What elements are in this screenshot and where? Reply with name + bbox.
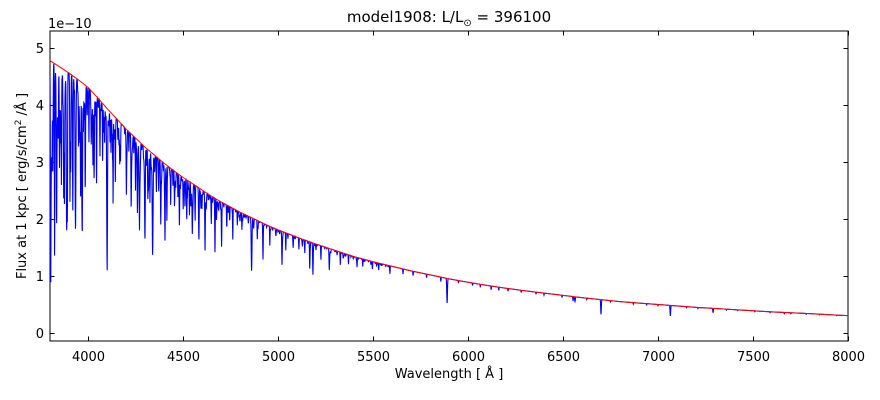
- continuum-fit: [49, 60, 849, 317]
- y-tick-label: 2: [36, 213, 44, 228]
- sun-symbol: ⊙: [463, 18, 472, 29]
- model-spectrum: [49, 63, 849, 317]
- x-tick-label: 6500: [547, 350, 580, 365]
- x-tick-label: 5500: [357, 350, 390, 365]
- x-axis-label: Wavelength [ Å ]: [394, 367, 504, 382]
- x-tick-label: 4500: [167, 350, 200, 365]
- y-tick-label: 5: [36, 42, 44, 57]
- x-tick-label: 4000: [72, 350, 105, 365]
- y-tick-label: 1: [36, 270, 44, 285]
- chart-title: model1908: L/L⊙ = 396100: [50, 8, 848, 29]
- y-tick-label: 3: [36, 156, 44, 171]
- y-axis-offset-label: 1e−10: [48, 17, 92, 32]
- y-tick-label: 4: [36, 99, 44, 114]
- x-tick-label: 7500: [737, 350, 770, 365]
- plot-frame: [49, 30, 849, 342]
- y-tick-label: 0: [36, 327, 44, 342]
- x-tick-label: 6000: [452, 350, 485, 365]
- x-tick-label: 7000: [642, 350, 675, 365]
- chart-title-text: model1908: L/L: [346, 8, 464, 26]
- x-tick-label: 5000: [262, 350, 295, 365]
- chart-title-value: = 396100: [471, 8, 552, 26]
- x-tick-label: 8000: [832, 350, 865, 365]
